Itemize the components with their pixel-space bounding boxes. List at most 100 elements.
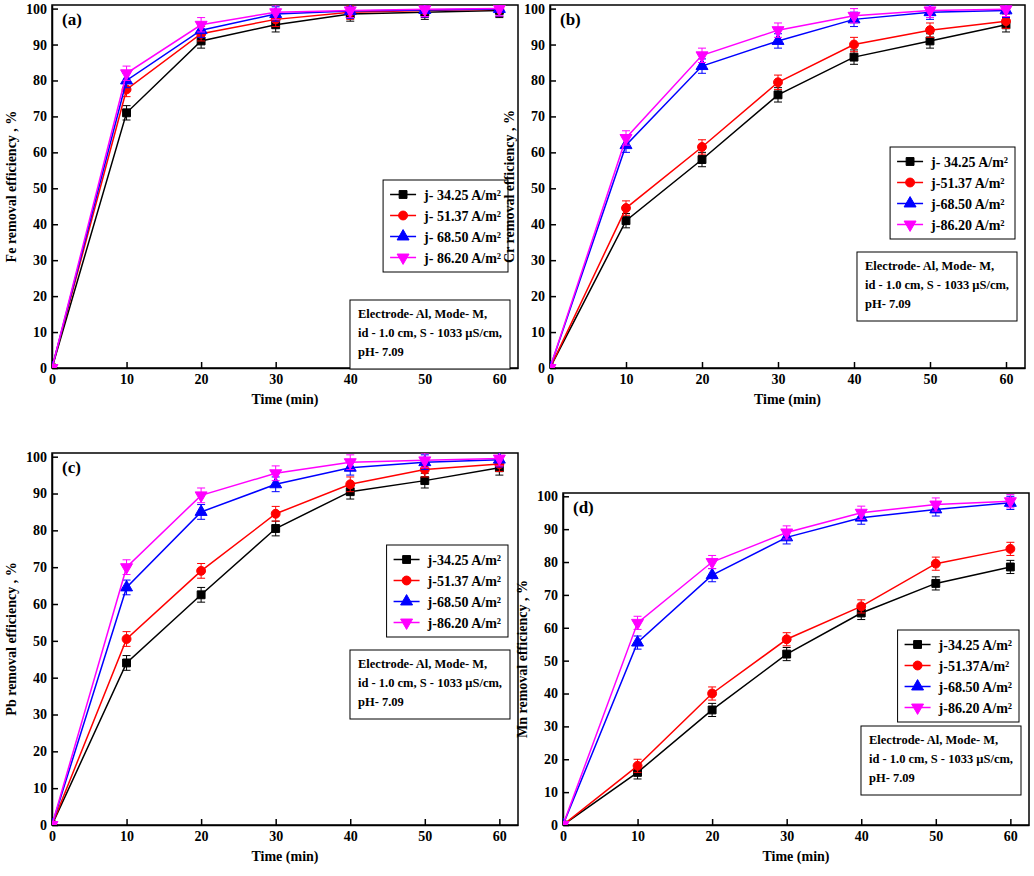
legend-label: j-68.50 A/m² — [938, 680, 1012, 695]
error-bar — [197, 587, 205, 602]
y-tick: 10 — [544, 785, 569, 800]
y-tick-label: 80 — [544, 555, 558, 570]
x-tick: 20 — [195, 819, 209, 844]
x-axis: 0102030405060 — [560, 819, 1030, 844]
legend-label: j-86.20 A/m² — [930, 218, 1004, 233]
error-bar-cap — [123, 646, 131, 647]
y-tick: 70 — [544, 588, 569, 603]
data-point — [52, 365, 58, 368]
y-tick: 90 — [531, 38, 556, 53]
x-tick-label: 10 — [631, 829, 645, 844]
data-point — [708, 706, 716, 714]
legend-marker — [399, 211, 408, 220]
data-point — [782, 635, 791, 644]
y-tick: 0 — [551, 818, 569, 833]
series-line — [52, 468, 499, 825]
data-point — [550, 365, 556, 368]
annotation-text: id - 1.0 cm, S - 1033 µS/cm, — [358, 676, 502, 690]
error-bar — [272, 506, 280, 521]
error-bar-cap — [783, 632, 791, 633]
x-axis-line — [551, 368, 1026, 370]
x-tick-mark — [275, 362, 277, 368]
plot-frame — [563, 493, 1029, 825]
error-bar-cap — [622, 152, 630, 153]
error-bar-cap — [272, 5, 280, 6]
x-tick-mark — [350, 819, 352, 825]
x-tick-mark — [499, 819, 501, 825]
x-tick: 40 — [855, 819, 869, 844]
x-tick-label: 20 — [195, 372, 209, 387]
legend-marker — [912, 680, 924, 690]
error-bar — [850, 50, 858, 64]
error-bar — [634, 759, 642, 772]
legend-item: j-34.25 A/m² — [905, 638, 1012, 653]
y-tick: 60 — [33, 145, 58, 160]
y-tick-mark — [52, 567, 58, 569]
legend-marker — [906, 158, 914, 166]
error-bar-cap — [634, 649, 642, 650]
x-tick-mark — [1006, 362, 1008, 368]
error-bar-cap — [272, 535, 280, 536]
y-tick-label: 50 — [531, 181, 545, 196]
error-bar — [346, 477, 354, 492]
data-point — [1004, 498, 1016, 508]
y-tick: 50 — [544, 654, 569, 669]
y-tick-mark — [550, 188, 556, 190]
y-tick-label: 80 — [33, 523, 47, 538]
x-tick: 40 — [344, 819, 358, 844]
panel-label: (a) — [62, 10, 82, 29]
x-tick-mark — [778, 362, 780, 368]
series-line — [52, 464, 499, 825]
y-tick-label: 60 — [33, 145, 47, 160]
x-tick-label: 60 — [493, 829, 507, 844]
legend-item: j- 51.37 A/m² — [390, 209, 501, 224]
error-bar-cap — [272, 506, 280, 507]
y-tick: 90 — [33, 486, 58, 501]
error-bar-cap — [708, 716, 716, 717]
error-bar-cap — [197, 48, 205, 49]
error-bar-cap — [622, 130, 630, 131]
panel-label: (c) — [62, 458, 81, 477]
x-tick: 60 — [493, 819, 507, 844]
x-tick-label: 50 — [929, 829, 943, 844]
error-bar-cap — [495, 475, 503, 476]
y-tick-mark — [563, 529, 569, 531]
data-point — [121, 70, 133, 80]
error-bar-cap — [783, 647, 791, 648]
y-tick: 20 — [544, 752, 569, 767]
y-tick-mark — [52, 714, 58, 716]
panel: 01020304050600102030405060708090100Time … — [515, 489, 1030, 865]
data-point — [493, 455, 505, 465]
error-bar-cap — [774, 22, 782, 23]
error-bar-cap — [932, 570, 940, 571]
annotation-text: id - 1.0 cm, S - 1033 µS/cm, — [865, 278, 1009, 292]
y-tick-mark — [563, 496, 569, 498]
y-tick-mark — [52, 152, 58, 154]
data-point — [270, 470, 282, 480]
y-tick: 90 — [544, 522, 569, 537]
y-tick-label: 20 — [544, 752, 558, 767]
y-tick: 70 — [33, 560, 58, 575]
error-bar-cap — [1006, 555, 1014, 556]
x-tick: 60 — [1000, 362, 1014, 387]
data-point — [774, 91, 782, 99]
x-tick-mark — [930, 362, 932, 368]
y-tick-mark — [563, 693, 569, 695]
y-tick-label: 30 — [544, 719, 558, 734]
error-bar-cap — [783, 543, 791, 544]
y-tick-mark — [563, 595, 569, 597]
legend-label: j-68.50 A/m² — [930, 197, 1004, 212]
y-tick: 0 — [40, 361, 58, 376]
legend-marker — [399, 191, 407, 199]
y-tick-mark — [563, 759, 569, 761]
data-point — [123, 659, 131, 667]
annotation-text: id - 1.0 cm, S - 1033 µS/cm, — [358, 326, 502, 340]
data-point — [195, 21, 207, 31]
data-point — [1006, 563, 1014, 571]
error-bar-cap — [123, 559, 131, 560]
error-bar-cap — [197, 587, 205, 588]
error-bar-cap — [1006, 573, 1014, 574]
legend-item: j-51.37 A/m² — [897, 176, 1004, 191]
y-tick-mark — [550, 8, 556, 10]
x-tick: 50 — [418, 819, 432, 844]
